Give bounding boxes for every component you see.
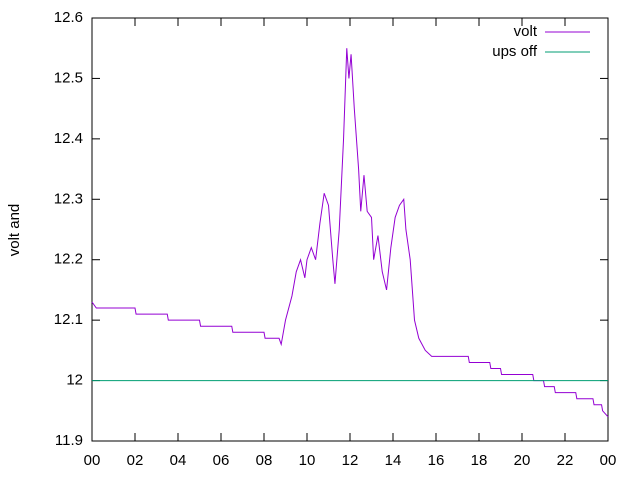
y-tick-label: 12.6	[54, 9, 83, 26]
y-tick-label: 11.9	[55, 432, 83, 449]
y-tick-label: 12.3	[54, 190, 83, 207]
y-tick-label: 12	[66, 372, 83, 389]
x-tick-label: 08	[256, 452, 273, 469]
x-tick-label: 10	[299, 452, 316, 469]
x-tick-label: 22	[557, 452, 574, 469]
x-tick-label: 04	[170, 452, 187, 469]
x-tick-label: 12	[342, 452, 359, 469]
legend-label: ups off	[492, 43, 538, 60]
plot-border	[91, 17, 609, 442]
x-tick-label: 02	[127, 452, 144, 469]
y-axis-label: volt and	[6, 204, 23, 257]
series-line	[91, 48, 609, 418]
x-tick-label: 20	[514, 452, 531, 469]
x-tick-label: 16	[428, 452, 445, 469]
x-tick-label: 00	[84, 452, 101, 469]
x-tick-label: 18	[471, 452, 488, 469]
x-tick-label: 06	[213, 452, 230, 469]
legend-label: volt	[514, 23, 538, 40]
y-tick-label: 12.1	[54, 311, 83, 328]
y-tick-label: 12.5	[54, 69, 83, 86]
x-tick-label: 00	[600, 452, 617, 469]
x-tick-label: 14	[385, 452, 402, 469]
y-tick-label: 12.4	[54, 130, 83, 147]
y-tick-label: 12.2	[54, 251, 83, 268]
